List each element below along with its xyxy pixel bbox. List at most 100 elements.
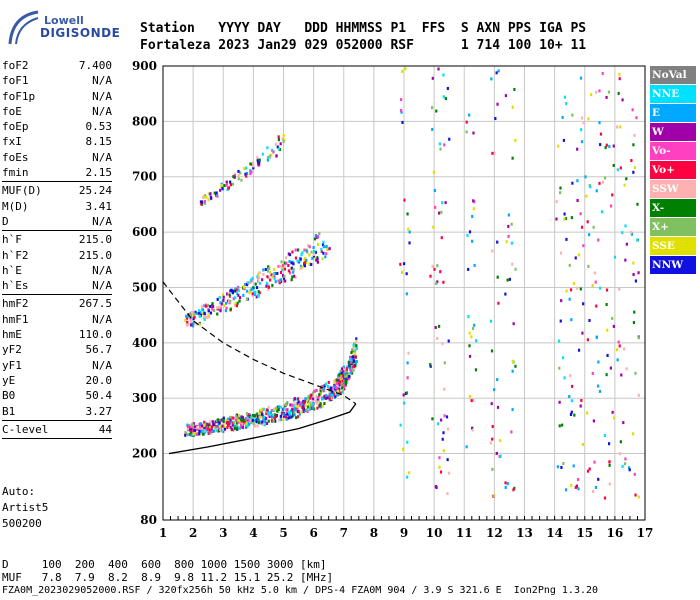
echo-point: [264, 267, 267, 271]
echo-point: [618, 72, 621, 76]
echo-point: [636, 202, 639, 206]
echo-point: [616, 168, 619, 172]
echo-point: [240, 418, 243, 422]
echo-point: [570, 384, 574, 388]
echo-point: [252, 166, 255, 170]
echo-point: [301, 406, 304, 410]
echo-point: [306, 410, 309, 414]
echo-point: [316, 242, 320, 246]
echo-point: [354, 364, 358, 368]
echo-point: [274, 419, 277, 423]
echo-point: [435, 282, 438, 286]
echo-point: [607, 442, 611, 446]
echo-point: [225, 180, 228, 184]
echo-point: [271, 417, 274, 421]
echo-point: [441, 437, 444, 441]
echo-point: [570, 318, 573, 322]
echo-point: [619, 440, 622, 444]
echo-point: [203, 420, 206, 424]
y-tick-label: 600: [132, 225, 157, 239]
echo-point: [577, 487, 580, 491]
echo-point: [222, 298, 225, 302]
x-tick-label: 13: [516, 526, 533, 540]
echo-point: [285, 402, 288, 406]
echo-point: [493, 151, 496, 155]
echo-point: [346, 376, 349, 380]
echo-point: [491, 249, 494, 253]
echo-point: [287, 263, 290, 267]
echo-point: [245, 174, 248, 178]
param-row: yE 20.0: [2, 373, 112, 388]
echo-point: [268, 278, 272, 282]
echo-point: [319, 388, 322, 392]
echo-point: [321, 243, 325, 247]
echo-point: [340, 373, 343, 377]
echo-point: [313, 237, 317, 241]
echo-point: [342, 365, 345, 369]
echo-point: [235, 304, 238, 308]
echo-point: [332, 393, 335, 397]
echo-point: [577, 253, 581, 257]
echo-point: [352, 347, 355, 351]
echo-point: [249, 288, 252, 292]
echo-point: [223, 427, 227, 431]
echo-point: [493, 388, 496, 392]
echo-point: [207, 309, 210, 313]
echo-point: [321, 257, 324, 261]
echo-point: [471, 326, 475, 330]
echo-point: [351, 355, 355, 359]
param-name: foEp: [2, 120, 29, 134]
echo-point: [575, 286, 579, 290]
echo-point: [594, 280, 597, 284]
echo-point: [612, 163, 615, 167]
echo-point: [472, 131, 475, 135]
echo-point: [252, 416, 255, 420]
echo-point: [350, 351, 353, 355]
echo-point: [224, 301, 228, 305]
echo-point: [233, 426, 236, 430]
echo-point: [595, 335, 598, 339]
echo-point: [468, 354, 472, 358]
echo-point: [222, 295, 225, 299]
echo-point: [401, 447, 405, 451]
echo-point: [314, 256, 317, 260]
echo-point: [189, 430, 193, 434]
echo-point: [334, 385, 338, 389]
echo-point: [238, 296, 242, 300]
param-separator: [2, 438, 112, 440]
echo-point: [268, 414, 271, 418]
echo-point: [282, 407, 285, 411]
echo-point: [317, 396, 320, 400]
echo-point: [301, 251, 304, 255]
echo-point: [217, 420, 220, 424]
echo-point: [203, 201, 207, 205]
echo-point: [229, 425, 232, 429]
echo-point: [249, 280, 252, 284]
echo-point: [187, 425, 190, 429]
echo-point: [311, 406, 314, 410]
echo-point: [211, 307, 214, 311]
echo-point: [234, 418, 237, 422]
echo-point: [208, 315, 211, 319]
echo-point: [299, 257, 302, 261]
echo-point: [257, 275, 260, 279]
echo-point: [352, 344, 355, 348]
echo-point: [608, 460, 611, 464]
param-value: 56.7: [85, 343, 113, 357]
echo-point: [291, 407, 294, 411]
echo-point: [279, 278, 282, 282]
echo-point: [210, 425, 214, 429]
echo-point: [245, 412, 249, 416]
echo-point: [402, 262, 406, 266]
echo-point: [326, 247, 329, 251]
echo-point: [491, 437, 494, 441]
echo-point: [190, 323, 193, 327]
echo-point: [585, 194, 588, 198]
echo-point: [405, 292, 408, 296]
echo-point: [470, 335, 473, 339]
echo-point: [191, 425, 195, 429]
echo-point: [266, 156, 270, 160]
echo-point: [605, 288, 609, 292]
echo-point: [325, 244, 328, 248]
echo-point: [324, 396, 328, 400]
